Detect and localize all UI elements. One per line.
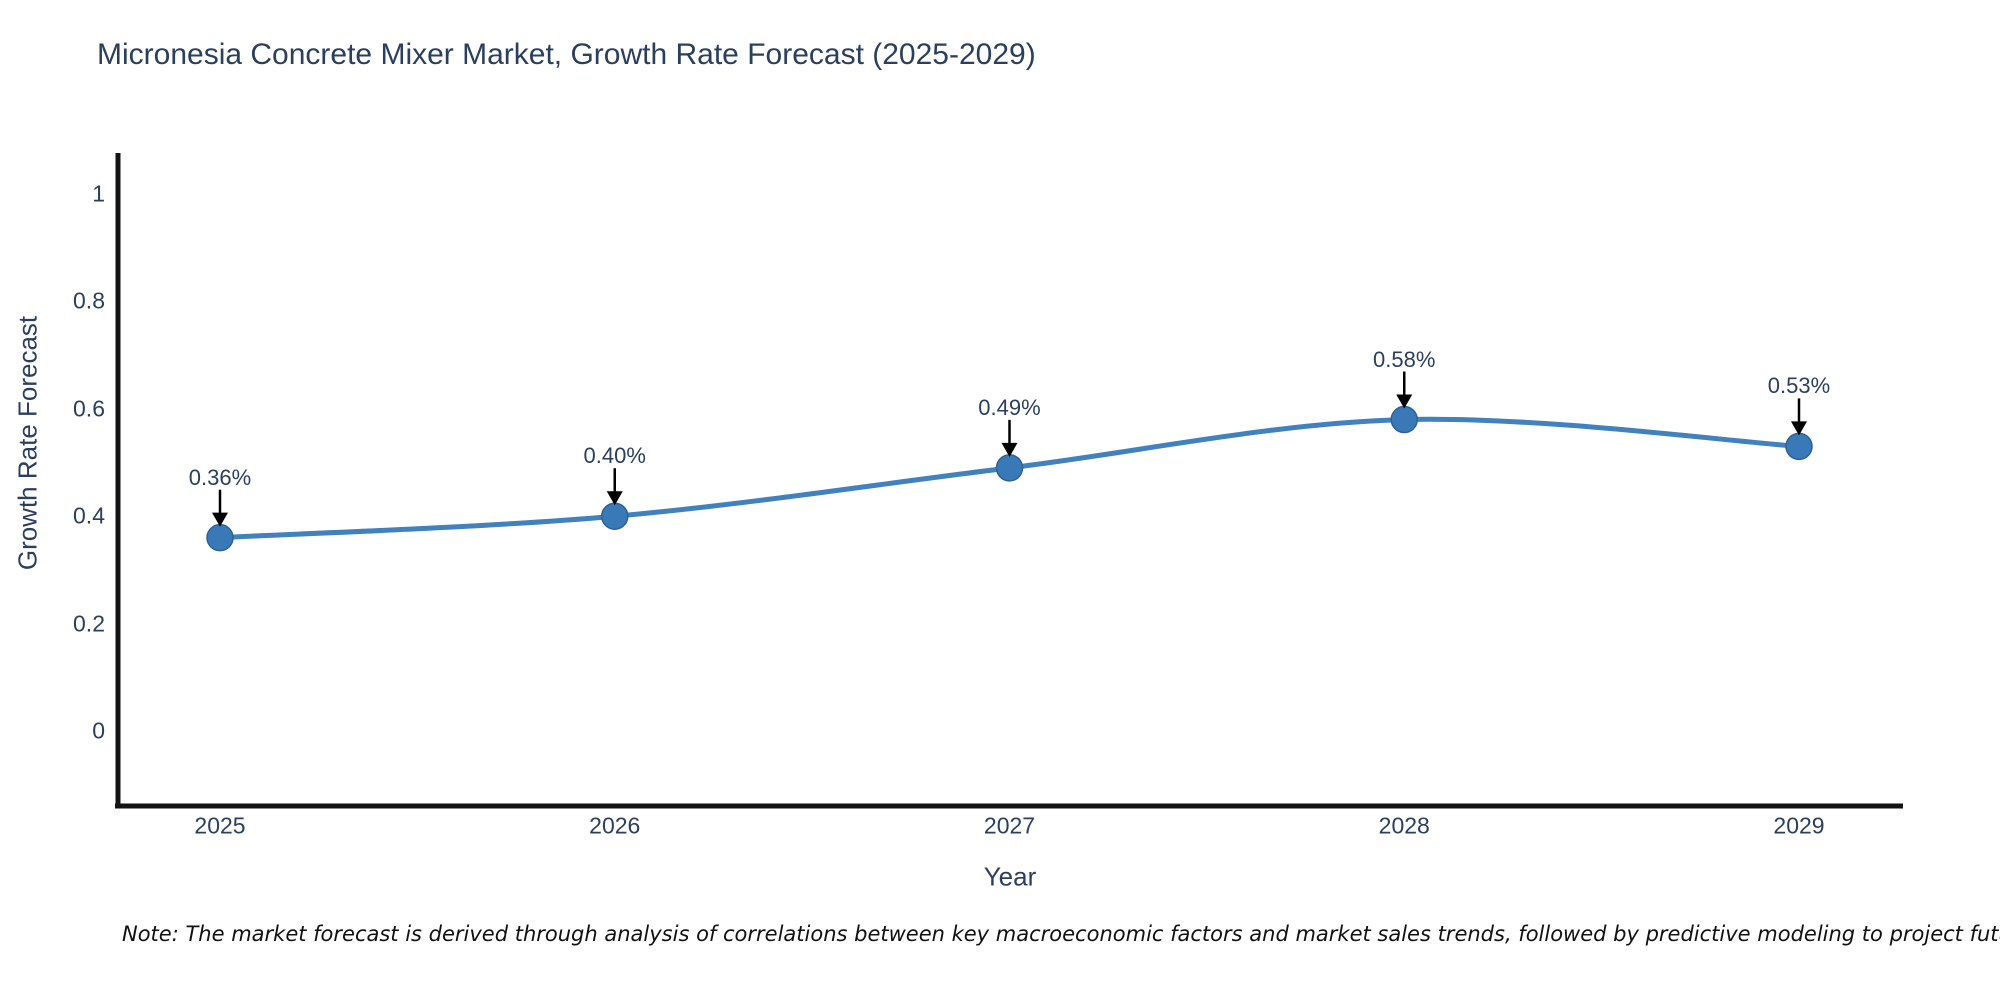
data-point: [995, 454, 1024, 482]
x-tick-label: 2026: [589, 812, 641, 839]
data-point-label: 0.58%: [1373, 346, 1436, 372]
y-tick-label: 0.8: [73, 287, 105, 314]
x-tick-label: 2029: [1773, 812, 1825, 839]
x-axis-title: Year: [983, 861, 1037, 892]
arrow-head-icon: [1396, 394, 1413, 409]
footnote: Note: The market forecast is derived thr…: [122, 922, 2000, 946]
chart-title: Micronesia Concrete Mixer Market, Growth…: [97, 38, 1036, 71]
x-tick-label: 2027: [983, 812, 1036, 839]
arrow-head-icon: [1001, 442, 1018, 457]
y-axis-title: Growth Rate Forecast: [12, 315, 43, 571]
arrow-head-icon: [212, 512, 228, 527]
data-point: [601, 502, 629, 530]
data-point: [1785, 432, 1813, 461]
y-tick-label: 0.4: [73, 502, 105, 529]
data-point: [1390, 405, 1418, 434]
data-point-label: 0.40%: [583, 443, 646, 469]
arrow-head-icon: [1791, 421, 1807, 436]
arrow-head-icon: [606, 491, 623, 506]
x-tick-label: 2028: [1378, 812, 1430, 839]
x-tick-label: 2025: [194, 812, 246, 839]
data-point-label: 0.53%: [1767, 373, 1831, 399]
y-tick-label: 1: [92, 180, 105, 207]
annotation-arrows: [212, 371, 1807, 527]
data-point-markers: [206, 405, 1813, 552]
y-tick-label: 0.2: [73, 610, 105, 637]
data-point: [206, 523, 234, 552]
y-tick-label: 0.6: [73, 395, 105, 422]
data-point-label: 0.36%: [188, 464, 252, 490]
y-tick-label: 0: [92, 717, 105, 744]
data-point-label: 0.49%: [978, 394, 1041, 420]
